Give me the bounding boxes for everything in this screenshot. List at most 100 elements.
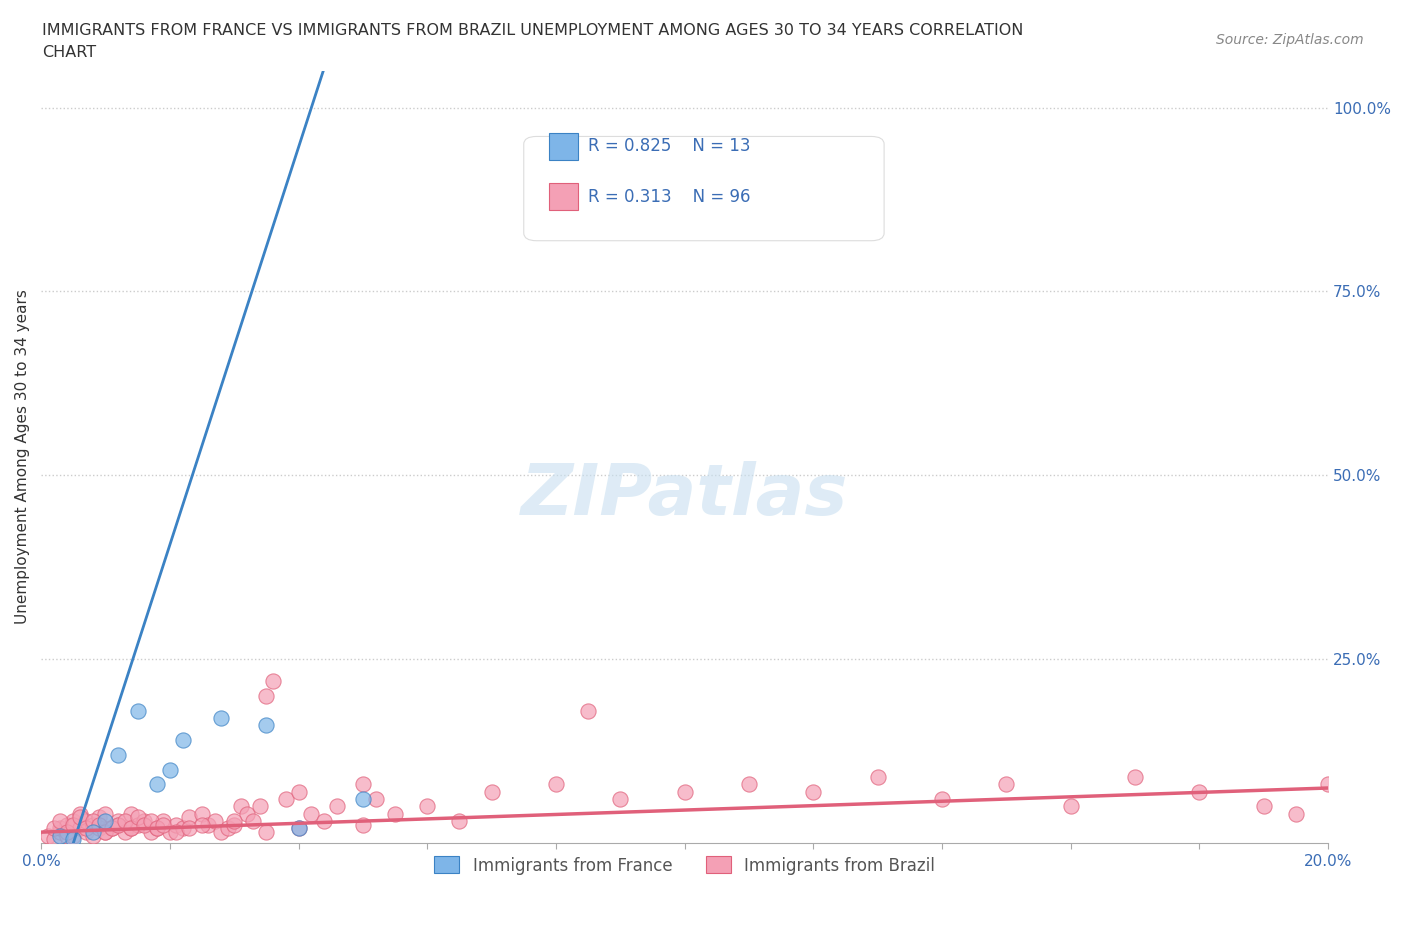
Point	[127, 810, 149, 825]
Point	[101, 821, 124, 836]
Point	[94, 814, 117, 829]
Point	[69, 810, 91, 825]
Point	[132, 814, 155, 829]
Text: Source: ZipAtlas.com: Source: ZipAtlas.com	[1216, 33, 1364, 46]
Point	[262, 674, 284, 689]
Point	[801, 784, 824, 799]
FancyBboxPatch shape	[524, 137, 884, 241]
Point	[146, 821, 169, 836]
Point	[229, 799, 252, 814]
Point	[62, 829, 84, 844]
Point	[217, 821, 239, 836]
Point	[94, 825, 117, 840]
Point	[75, 814, 97, 829]
Point	[299, 806, 322, 821]
Point	[152, 814, 174, 829]
Point	[42, 821, 65, 836]
Point	[159, 825, 181, 840]
Point	[94, 806, 117, 821]
Point	[127, 817, 149, 832]
Point	[87, 810, 110, 825]
Point	[384, 806, 406, 821]
Point	[75, 825, 97, 840]
Point	[82, 829, 104, 844]
Point	[146, 777, 169, 791]
Point	[287, 784, 309, 799]
Legend: Immigrants from France, Immigrants from Brazil: Immigrants from France, Immigrants from …	[427, 850, 942, 882]
Point	[120, 806, 142, 821]
Point	[127, 703, 149, 718]
Point	[49, 821, 72, 836]
Point	[1253, 799, 1275, 814]
Point	[107, 817, 129, 832]
Point	[94, 825, 117, 840]
Point	[62, 832, 84, 847]
Point	[287, 821, 309, 836]
Point	[242, 814, 264, 829]
Point	[738, 777, 761, 791]
Point	[326, 799, 349, 814]
Point	[481, 784, 503, 799]
Point	[931, 791, 953, 806]
Text: ZIPatlas: ZIPatlas	[522, 461, 848, 530]
Point	[139, 814, 162, 829]
Point	[866, 769, 889, 784]
Point	[544, 777, 567, 791]
Point	[69, 821, 91, 836]
Point	[107, 817, 129, 832]
Point	[209, 711, 232, 725]
Point	[1285, 806, 1308, 821]
Point	[42, 832, 65, 847]
Point	[209, 825, 232, 840]
Point	[352, 791, 374, 806]
Point	[1188, 784, 1211, 799]
Point	[49, 814, 72, 829]
Point	[224, 817, 246, 832]
Point	[314, 814, 336, 829]
Point	[254, 825, 277, 840]
Point	[37, 829, 59, 844]
Point	[165, 825, 187, 840]
Point	[120, 821, 142, 836]
Point	[165, 817, 187, 832]
Point	[1060, 799, 1083, 814]
Point	[132, 817, 155, 832]
Point	[352, 777, 374, 791]
Point	[87, 821, 110, 836]
Text: R = 0.825    N = 13: R = 0.825 N = 13	[588, 137, 751, 154]
Point	[82, 814, 104, 829]
Point	[87, 817, 110, 832]
Point	[1317, 777, 1340, 791]
Point	[56, 825, 79, 840]
Point	[224, 814, 246, 829]
Point	[191, 806, 214, 821]
Point	[82, 825, 104, 840]
Point	[254, 688, 277, 703]
Point	[114, 825, 136, 840]
Point	[107, 748, 129, 763]
Point	[179, 821, 201, 836]
Point	[107, 814, 129, 829]
Point	[449, 814, 471, 829]
Point	[152, 817, 174, 832]
Point	[179, 810, 201, 825]
Point	[172, 821, 194, 836]
Y-axis label: Unemployment Among Ages 30 to 34 years: Unemployment Among Ages 30 to 34 years	[15, 289, 30, 624]
Point	[191, 817, 214, 832]
Point	[56, 829, 79, 844]
Point	[204, 814, 226, 829]
Text: R = 0.313    N = 96: R = 0.313 N = 96	[588, 188, 751, 206]
Text: IMMIGRANTS FROM FRANCE VS IMMIGRANTS FROM BRAZIL UNEMPLOYMENT AMONG AGES 30 TO 3: IMMIGRANTS FROM FRANCE VS IMMIGRANTS FRO…	[42, 23, 1024, 38]
Point	[114, 814, 136, 829]
FancyBboxPatch shape	[550, 183, 578, 210]
Point	[287, 821, 309, 836]
Point	[254, 718, 277, 733]
Point	[364, 791, 387, 806]
Point	[995, 777, 1018, 791]
Point	[352, 817, 374, 832]
Point	[120, 821, 142, 836]
FancyBboxPatch shape	[550, 133, 578, 160]
Point	[49, 829, 72, 844]
Point	[249, 799, 271, 814]
Point	[139, 825, 162, 840]
